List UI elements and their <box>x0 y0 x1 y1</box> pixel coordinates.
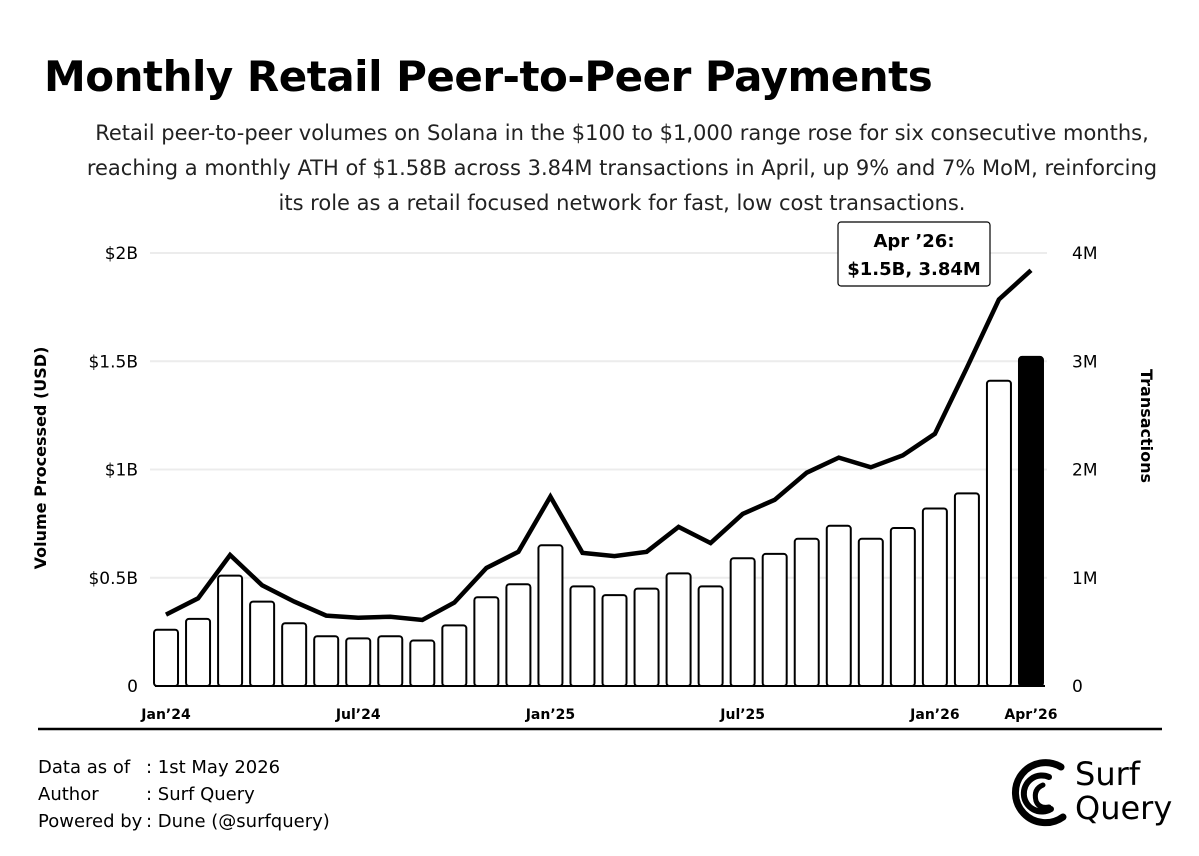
y2-tick-label: 2M <box>1072 461 1097 481</box>
x-tick-label: Jan’24 <box>140 707 191 723</box>
bar <box>185 617 212 688</box>
annotation-line2: $1.5B, 3.84M <box>847 259 981 280</box>
bar <box>857 537 884 688</box>
bar <box>633 587 660 688</box>
bar <box>825 524 852 687</box>
footer-date-value: : 1st May 2026 <box>146 757 281 778</box>
y2-tick-label: 3M <box>1072 352 1097 372</box>
footer-row-powered: Powered by : Dune (@surfquery) <box>38 808 330 835</box>
y2-tick-label: 4M <box>1072 244 1097 264</box>
y-tick-label: 0 <box>127 677 138 697</box>
bar <box>313 635 340 688</box>
bar <box>569 585 596 687</box>
footer-powered-key: Powered by <box>38 811 143 832</box>
bar <box>761 552 788 687</box>
y2-tick-label: 1M <box>1072 569 1097 589</box>
logo-wordmark: Surf Query <box>1075 757 1172 825</box>
y-axis-title: Volume Processed (USD) <box>31 347 50 570</box>
annotation-line1: Apr ’26: <box>873 231 954 252</box>
bar <box>441 624 468 688</box>
bar <box>697 585 724 687</box>
bar <box>985 379 1012 687</box>
bar <box>729 557 756 688</box>
bar <box>793 537 820 688</box>
y-tick-label: $2B <box>105 244 138 264</box>
x-tick-label: Apr’26 <box>1004 707 1057 723</box>
y2-tick-label: 0 <box>1072 677 1083 697</box>
bar <box>1017 355 1044 687</box>
annotation-box <box>837 221 991 287</box>
y-tick-label: $1.5B <box>88 352 138 372</box>
bar <box>505 583 532 687</box>
footer-row-date: Data as of : 1st May 2026 <box>38 754 330 781</box>
bar <box>601 594 628 688</box>
x-tick-label: Jul’24 <box>335 707 381 723</box>
footer-powered-value: : Dune (@surfquery) <box>146 811 330 832</box>
bar <box>249 600 276 687</box>
bar <box>377 635 404 688</box>
bar <box>345 637 372 687</box>
x-tick-label: Jul’25 <box>719 707 765 723</box>
bar <box>921 507 948 687</box>
bar <box>537 544 564 688</box>
footer-author-key: Author <box>38 784 99 805</box>
y-tick-label: $0.5B <box>88 569 138 589</box>
logo-line1: Surf <box>1075 755 1141 793</box>
y2-axis-title: Transactions <box>1137 369 1156 483</box>
bar <box>665 572 692 687</box>
footer-author-value: : Surf Query <box>146 784 255 805</box>
footer-row-author: Author : Surf Query <box>38 781 330 808</box>
surf-wave-logo-icon <box>1011 759 1067 827</box>
transactions-line <box>164 268 1033 623</box>
footer-date-key: Data as of <box>38 757 131 778</box>
footer: Data as of : 1st May 2026 Author : Surf … <box>38 754 330 835</box>
bar <box>153 628 180 688</box>
bar <box>889 526 916 688</box>
bar <box>281 622 308 688</box>
logo-line2: Query <box>1075 789 1173 827</box>
bar <box>409 639 436 687</box>
bar <box>473 596 500 687</box>
y-tick-label: $1B <box>105 461 138 481</box>
chart-subtitle: Retail peer-to-peer volumes on Solana in… <box>86 121 1158 215</box>
bar <box>953 492 980 687</box>
x-tick-label: Jan’26 <box>909 707 959 723</box>
bar <box>217 574 244 688</box>
chart-title: Monthly Retail Peer-to-Peer Payments <box>44 52 933 101</box>
x-tick-label: Jan’25 <box>525 707 575 723</box>
